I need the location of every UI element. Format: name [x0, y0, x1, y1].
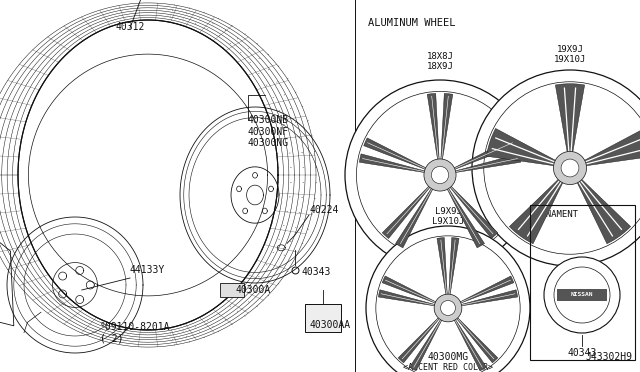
Bar — [220, 283, 244, 297]
Text: 40300AA: 40300AA — [310, 320, 351, 330]
Text: 40343: 40343 — [567, 348, 596, 358]
Polygon shape — [453, 317, 486, 371]
Circle shape — [366, 226, 530, 372]
Polygon shape — [437, 238, 447, 298]
Circle shape — [472, 70, 640, 266]
Circle shape — [345, 80, 535, 270]
Circle shape — [554, 151, 587, 185]
Polygon shape — [448, 184, 498, 238]
Bar — [305, 304, 341, 332]
Polygon shape — [428, 93, 439, 163]
Polygon shape — [378, 290, 438, 306]
Text: 40300NB
40300NF
40300NG: 40300NB 40300NF 40300NG — [248, 115, 289, 148]
Text: ORNAMENT: ORNAMENT — [535, 210, 578, 219]
Polygon shape — [581, 128, 640, 166]
Circle shape — [440, 301, 456, 315]
Polygon shape — [445, 185, 484, 248]
Text: 19X9J
19X10J: 19X9J 19X10J — [554, 45, 586, 64]
Circle shape — [544, 257, 620, 333]
Polygon shape — [451, 138, 516, 171]
Circle shape — [434, 294, 462, 322]
Polygon shape — [359, 154, 428, 173]
Polygon shape — [382, 184, 432, 238]
Circle shape — [561, 159, 579, 177]
Text: 40224: 40224 — [310, 205, 339, 215]
Text: 40312: 40312 — [115, 22, 145, 32]
Bar — [530, 205, 635, 360]
Bar — [557, 289, 607, 301]
Polygon shape — [410, 317, 443, 371]
Polygon shape — [458, 276, 514, 304]
Polygon shape — [364, 138, 429, 171]
Text: 40300A: 40300A — [235, 285, 270, 295]
Polygon shape — [396, 185, 435, 248]
Text: 40300MB: 40300MB — [419, 285, 461, 295]
Polygon shape — [382, 276, 438, 304]
Polygon shape — [509, 177, 564, 244]
Polygon shape — [452, 154, 521, 173]
Polygon shape — [458, 290, 518, 306]
Text: 40300MF: 40300MF — [549, 285, 591, 295]
Polygon shape — [454, 315, 498, 363]
Polygon shape — [449, 238, 459, 298]
Polygon shape — [486, 128, 559, 166]
Text: °09110-8201A
( 2): °09110-8201A ( 2) — [100, 322, 170, 344]
Circle shape — [424, 159, 456, 191]
Polygon shape — [556, 84, 584, 155]
Polygon shape — [575, 177, 630, 244]
Text: 40343: 40343 — [302, 267, 332, 277]
Text: <ACCENT RED COLOR>: <ACCENT RED COLOR> — [403, 363, 493, 372]
Text: L9X9J
L9X10J: L9X9J L9X10J — [432, 207, 464, 227]
Polygon shape — [398, 315, 442, 363]
Polygon shape — [441, 93, 452, 163]
Text: 40300MG: 40300MG — [428, 352, 468, 362]
Circle shape — [554, 267, 610, 323]
Text: 44133Y: 44133Y — [130, 265, 165, 275]
Text: ALUMINUM WHEEL: ALUMINUM WHEEL — [368, 18, 456, 28]
Text: NISSAN: NISSAN — [571, 292, 593, 298]
Text: J43302H9: J43302H9 — [585, 352, 632, 362]
Text: 18X8J
18X9J: 18X8J 18X9J — [427, 52, 453, 71]
Circle shape — [431, 166, 449, 184]
